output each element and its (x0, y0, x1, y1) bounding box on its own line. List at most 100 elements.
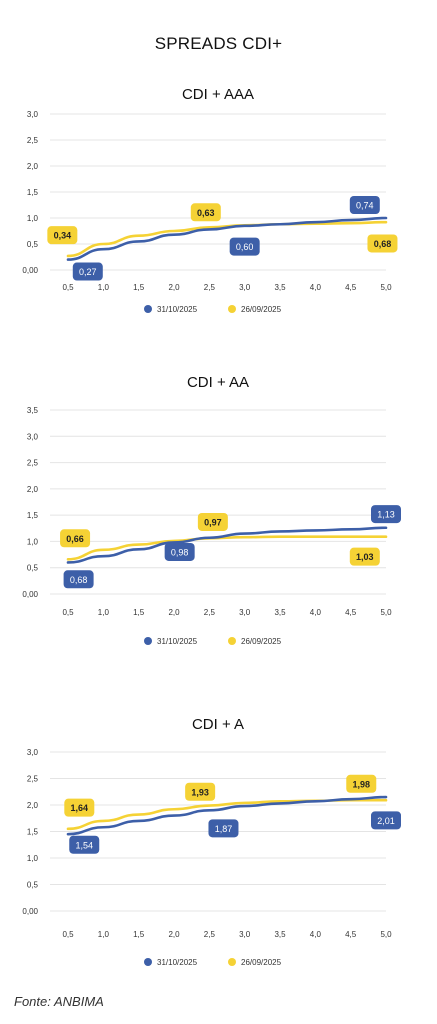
svg-text:0,98: 0,98 (171, 547, 189, 557)
y-tick-label: 3,0 (27, 110, 39, 119)
y-tick-label: 3,0 (27, 748, 39, 757)
x-tick-label: 4,5 (345, 283, 357, 292)
data-label: 0,66 (60, 529, 91, 548)
x-tick-label: 2,5 (204, 930, 216, 939)
data-label: 1,64 (64, 798, 95, 817)
chart-svg: CDI + A 0,00 0,5 1,0 1,5 2,0 2,5 3,0 0,5 1,0 1,5 2,… (22, 716, 401, 967)
y-tick-label: 2,5 (27, 775, 39, 784)
x-tick-label: 3,5 (274, 283, 286, 292)
x-tick-label: 3,0 (239, 608, 251, 617)
svg-text:1,93: 1,93 (191, 787, 209, 797)
x-tick-label: 1,5 (133, 930, 145, 939)
y-tick-label: 3,5 (27, 406, 39, 415)
svg-text:1,64: 1,64 (71, 803, 89, 813)
y-tick-label: 0,5 (27, 564, 39, 573)
svg-text:1,13: 1,13 (377, 510, 395, 520)
y-tick-label: 1,5 (27, 188, 39, 197)
y-tick-label: 0,5 (27, 881, 39, 890)
y-tick-label: 2,0 (27, 801, 39, 810)
x-tick-label: 3,0 (239, 283, 251, 292)
svg-text:31/10/2025: 31/10/2025 (157, 958, 198, 967)
svg-text:0,97: 0,97 (204, 517, 222, 527)
chart-svg: CDI + AAA 0,00 0,5 1,0 1,5 2,0 2,5 3,0 0,5 1,0 1,5… (22, 86, 398, 314)
page-title: SPREADS CDI+ (154, 34, 283, 53)
svg-text:2,01: 2,01 (377, 816, 395, 826)
x-tick-label: 2,5 (204, 283, 216, 292)
x-tick-label: 1,0 (98, 608, 110, 617)
x-tick-label: 4,0 (310, 283, 322, 292)
chart-cdi-aaa: CDI + AAA 0,00 0,5 1,0 1,5 2,0 2,5 3,0 0,5 1,0 1,5… (0, 74, 437, 334)
svg-text:0,34: 0,34 (54, 231, 72, 241)
data-label: 0,27 (72, 262, 103, 281)
chart-cdi-a: CDI + A 0,00 0,5 1,0 1,5 2,0 2,5 3,0 0,5 1,0 1,5 2,… (0, 706, 437, 986)
y-tick-label: 1,0 (27, 537, 39, 546)
data-label: 0,97 (197, 512, 228, 531)
legend-item: 26/09/2025 (228, 958, 282, 967)
legend-item: 31/10/2025 (144, 637, 198, 646)
data-label: 0,63 (190, 203, 221, 222)
svg-text:26/09/2025: 26/09/2025 (241, 637, 282, 646)
x-tick-label: 1,0 (98, 930, 110, 939)
series-line (66, 795, 388, 836)
svg-text:1,98: 1,98 (353, 779, 371, 789)
y-tick-label: 0,00 (22, 590, 38, 599)
legend-item: 26/09/2025 (228, 637, 282, 646)
x-tick-label: 4,0 (310, 930, 322, 939)
svg-text:1,03: 1,03 (356, 552, 374, 562)
y-tick-label: 0,5 (27, 240, 39, 249)
data-label: 0,74 (349, 196, 380, 214)
x-tick-label: 4,5 (345, 608, 357, 617)
series-line (66, 535, 388, 561)
x-tick-label: 5,0 (380, 930, 392, 939)
y-tick-label: 3,0 (27, 432, 39, 441)
x-tick-label: 3,5 (274, 930, 286, 939)
x-tick-label: 4,5 (345, 930, 357, 939)
svg-text:1,54: 1,54 (75, 840, 93, 850)
y-tick-label: 2,5 (27, 136, 39, 145)
legend-item: 31/10/2025 (144, 958, 198, 967)
data-label: 2,01 (371, 811, 401, 830)
x-tick-label: 0,5 (62, 608, 74, 617)
data-label: 0,34 (47, 226, 78, 245)
data-label: 1,87 (208, 819, 239, 838)
x-tick-label: 5,0 (380, 283, 392, 292)
y-tick-label: 2,0 (27, 485, 39, 494)
chart-title: CDI + A (192, 716, 244, 733)
y-tick-label: 0,00 (22, 266, 38, 275)
x-tick-label: 5,0 (380, 608, 392, 617)
svg-text:0,68: 0,68 (374, 239, 392, 249)
x-tick-label: 4,0 (310, 608, 322, 617)
x-tick-label: 1,0 (98, 283, 110, 292)
legend-item: 31/10/2025 (144, 305, 198, 314)
data-label: 1,03 (349, 547, 380, 566)
svg-text:26/09/2025: 26/09/2025 (241, 305, 282, 314)
x-tick-label: 3,0 (239, 930, 251, 939)
x-tick-label: 2,0 (168, 283, 180, 292)
x-tick-label: 2,5 (204, 608, 216, 617)
svg-text:1,87: 1,87 (215, 824, 233, 834)
svg-text:0,74: 0,74 (356, 201, 374, 211)
y-tick-label: 2,0 (27, 162, 39, 171)
data-label: 0,98 (164, 542, 195, 561)
svg-text:0,66: 0,66 (66, 534, 84, 544)
svg-text:0,60: 0,60 (236, 242, 254, 252)
svg-text:31/10/2025: 31/10/2025 (157, 637, 198, 646)
data-label: 0,68 (63, 570, 94, 589)
x-tick-label: 1,5 (133, 283, 145, 292)
chart-title: CDI + AAA (182, 86, 254, 103)
chart-cdi-aa: CDI + AA 0,00 0,5 1,0 1,5 2,0 2,5 3,0 3,5 0,5 1,0 1… (0, 364, 437, 664)
x-tick-label: 0,5 (62, 283, 74, 292)
svg-text:0,68: 0,68 (70, 575, 88, 585)
series-line (66, 216, 388, 261)
svg-text:31/10/2025: 31/10/2025 (157, 305, 198, 314)
y-tick-label: 1,5 (27, 828, 39, 837)
series-line (66, 526, 388, 564)
x-tick-label: 3,5 (274, 608, 286, 617)
chart-title: CDI + AA (187, 374, 249, 391)
data-label: 1,54 (69, 835, 100, 854)
y-tick-label: 0,00 (22, 907, 38, 916)
svg-text:0,27: 0,27 (79, 267, 97, 277)
data-label: 1,98 (346, 774, 377, 793)
y-tick-label: 1,0 (27, 854, 39, 863)
x-tick-label: 0,5 (62, 930, 74, 939)
